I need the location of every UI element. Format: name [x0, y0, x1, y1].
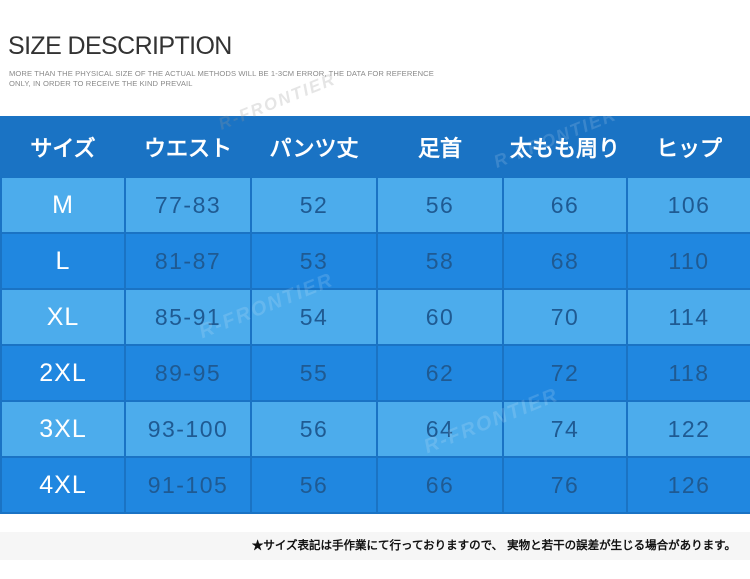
cell-ankle: 62 [376, 344, 504, 402]
cell-ankle: 64 [376, 400, 504, 458]
cell-size: 4XL [0, 456, 126, 514]
cell-waist: 91-105 [124, 456, 252, 514]
cell-size: 3XL [0, 400, 126, 458]
cell-ankle: 56 [376, 176, 504, 234]
cell-pants-length: 54 [250, 288, 378, 346]
table-row: XL 85-91 54 60 70 114 [0, 288, 750, 346]
header-ankle: 足首 [376, 116, 504, 178]
page-title: SIZE DESCRIPTION [8, 32, 232, 60]
cell-ankle: 60 [376, 288, 504, 346]
table-row: L 81-87 53 58 68 110 [0, 232, 750, 290]
cell-size: XL [0, 288, 126, 346]
cell-pants-length: 53 [250, 232, 378, 290]
header-pants-length: パンツ丈 [250, 116, 378, 178]
cell-hip: 110 [626, 232, 750, 290]
cell-waist: 89-95 [124, 344, 252, 402]
cell-thigh: 68 [502, 232, 628, 290]
size-note: ★サイズ表記は手作業にて行っておりますので、 実物と若干の誤差が生じる場合があり… [251, 538, 736, 552]
cell-size: 2XL [0, 344, 126, 402]
cell-waist: 81-87 [124, 232, 252, 290]
header-size: サイズ [0, 116, 126, 178]
cell-thigh: 72 [502, 344, 628, 402]
cell-pants-length: 55 [250, 344, 378, 402]
cell-hip: 106 [626, 176, 750, 234]
table-row: M 77-83 52 56 66 106 [0, 176, 750, 234]
cell-size: L [0, 232, 126, 290]
footer-band [0, 532, 750, 560]
size-table-container: サイズ ウエスト パンツ丈 足首 太もも周り ヒップ M 77-83 52 56… [0, 116, 750, 514]
cell-thigh: 76 [502, 456, 628, 514]
cell-pants-length: 56 [250, 456, 378, 514]
table-row: 4XL 91-105 56 66 76 126 [0, 456, 750, 514]
cell-size: M [0, 176, 126, 234]
cell-pants-length: 52 [250, 176, 378, 234]
cell-waist: 93-100 [124, 400, 252, 458]
cell-thigh: 74 [502, 400, 628, 458]
cell-thigh: 70 [502, 288, 628, 346]
header-hip: ヒップ [626, 116, 750, 178]
header-thigh: 太もも周り [502, 116, 628, 178]
cell-hip: 126 [626, 456, 750, 514]
cell-waist: 85-91 [124, 288, 252, 346]
cell-pants-length: 56 [250, 400, 378, 458]
size-table: サイズ ウエスト パンツ丈 足首 太もも周り ヒップ M 77-83 52 56… [0, 116, 750, 514]
cell-ankle: 66 [376, 456, 504, 514]
cell-hip: 118 [626, 344, 750, 402]
table-row: 2XL 89-95 55 62 72 118 [0, 344, 750, 402]
cell-ankle: 58 [376, 232, 504, 290]
page-subtitle: MORE THAN THE PHYSICAL SIZE OF THE ACTUA… [9, 69, 434, 88]
cell-hip: 114 [626, 288, 750, 346]
cell-thigh: 66 [502, 176, 628, 234]
cell-waist: 77-83 [124, 176, 252, 234]
cell-hip: 122 [626, 400, 750, 458]
table-header-row: サイズ ウエスト パンツ丈 足首 太もも周り ヒップ [0, 116, 750, 178]
header-waist: ウエスト [124, 116, 252, 178]
table-row: 3XL 93-100 56 64 74 122 [0, 400, 750, 458]
